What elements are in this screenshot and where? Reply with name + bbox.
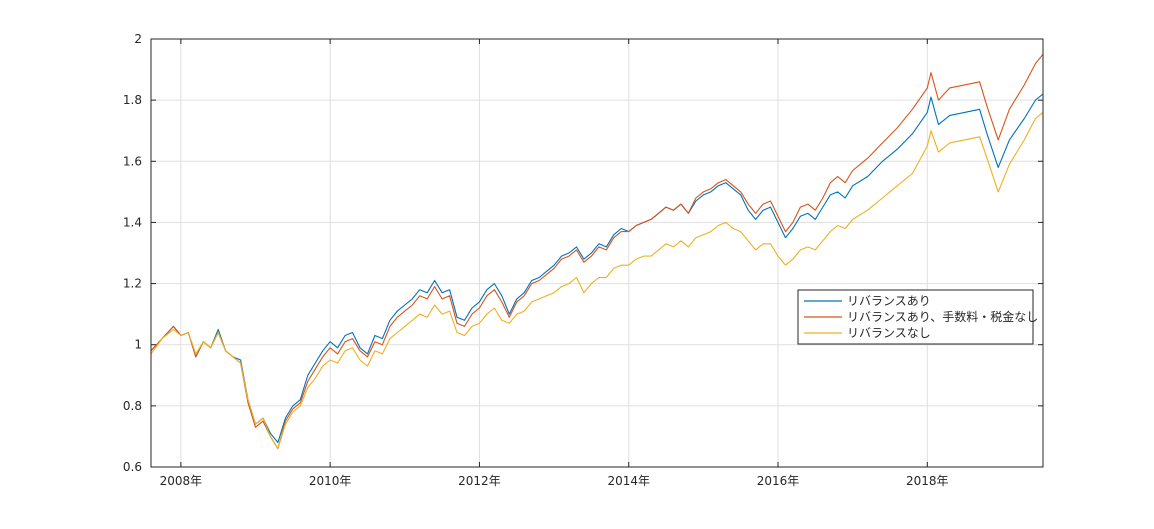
series-line-2 — [150, 53, 1044, 450]
x-tick-label: 2010年 — [309, 474, 352, 488]
y-tick-label: 1.6 — [123, 154, 142, 168]
legend-label: リバランスあり — [847, 294, 931, 308]
y-tick-label: 1.8 — [123, 93, 142, 107]
grid — [151, 39, 1043, 467]
x-tick-label: 2018年 — [906, 474, 949, 488]
x-tick-label: 2012年 — [458, 474, 501, 488]
y-tick-label: 0.6 — [123, 460, 142, 474]
y-tick-label: 1.2 — [123, 277, 142, 291]
axes-box — [150, 38, 1044, 468]
x-tick-label: 2016年 — [757, 474, 800, 488]
y-tick-label: 2 — [134, 32, 142, 46]
x-tick-label: 2008年 — [160, 474, 203, 488]
series-line-1 — [150, 93, 1044, 444]
y-tick-label: 1 — [134, 338, 142, 352]
y-tick-label: 0.8 — [123, 399, 142, 413]
series-line-3 — [150, 111, 1044, 450]
axis-ticks: 0.6 0.8 1 1.2 1.4 1.6 1.8 2 2008年 2010年 2012年 2014年… — [123, 32, 1043, 488]
plot-series — [150, 53, 1044, 450]
x-tick-label: 2014年 — [607, 474, 650, 488]
y-tick-label: 1.4 — [123, 215, 142, 229]
legend-label: リバランスあり、手数料・税金なし — [847, 309, 1038, 324]
legend-label: リバランスなし — [847, 326, 931, 340]
